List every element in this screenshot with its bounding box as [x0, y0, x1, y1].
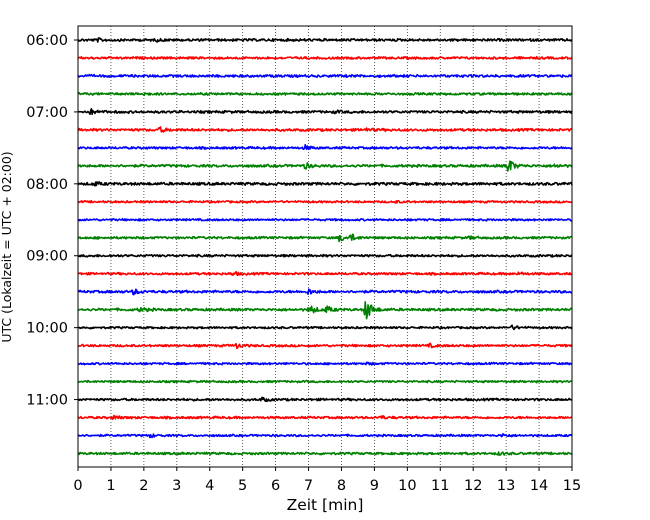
trace-row-19 [77, 379, 573, 384]
y-tick-label-2: 08:00 [26, 177, 68, 193]
x-tick-label-9: 9 [370, 478, 379, 494]
trace-row-5 [77, 126, 573, 133]
y-tick-label-3: 09:00 [26, 249, 68, 265]
trace-row-15 [77, 300, 573, 320]
trace-row-10 [77, 217, 573, 222]
x-tick-label-8: 8 [337, 478, 346, 494]
trace-row-9 [77, 199, 573, 204]
y-tick-label-5: 11:00 [26, 393, 68, 409]
x-tick-label-0: 0 [73, 478, 82, 494]
x-axis-ticks: 0 1 2 3 4 5 6 7 8 9 10 11 12 13 14 15 [73, 467, 581, 494]
x-tick-label-10: 10 [398, 478, 416, 494]
trace-row-8 [77, 181, 573, 187]
trace-row-3 [77, 91, 573, 97]
trace-row-12 [77, 253, 573, 258]
x-tick-label-4: 4 [205, 478, 214, 494]
trace-row-1 [77, 55, 573, 60]
plot-frame [77, 25, 573, 468]
x-tick-label-3: 3 [172, 478, 181, 494]
trace-row-13 [77, 270, 573, 277]
y-axis-ticks: 06:00 07:00 08:00 09:00 10:00 11:00 [26, 33, 78, 409]
trace-row-17 [77, 342, 573, 350]
x-tick-label-5: 5 [238, 478, 247, 494]
trace-row-4 [77, 108, 573, 116]
trace-row-21 [77, 414, 573, 420]
trace-row-14 [77, 288, 573, 296]
trace-row-6 [77, 144, 573, 151]
x-tick-label-1: 1 [106, 478, 115, 494]
x-tick-label-7: 7 [304, 478, 313, 494]
y-tick-label-1: 07:00 [26, 105, 68, 121]
trace-row-20 [77, 396, 573, 403]
x-tick-label-2: 2 [139, 478, 148, 494]
trace-row-18 [77, 361, 573, 366]
trace-row-7 [77, 160, 573, 172]
x-tick-label-14: 14 [530, 478, 548, 494]
x-tick-label-11: 11 [431, 478, 449, 494]
x-axis-title: Zeit [min] [287, 496, 364, 514]
trace-row-22 [77, 433, 573, 439]
y-tick-label-0: 06:00 [26, 33, 68, 49]
x-tick-label-12: 12 [464, 478, 482, 494]
trace-row-0 [77, 37, 573, 43]
x-tick-label-6: 6 [271, 478, 280, 494]
y-tick-label-4: 10:00 [26, 321, 68, 337]
trace-row-2 [77, 73, 573, 79]
seismogram-traces [77, 37, 573, 456]
trace-row-16 [77, 324, 573, 331]
x-tick-label-15: 15 [563, 478, 581, 494]
trace-row-11 [77, 233, 573, 243]
y-axis-title: UTC (Lokalzeit = UTC + 02:00) [0, 151, 14, 342]
x-tick-label-13: 13 [497, 478, 515, 494]
trace-row-23 [77, 451, 573, 456]
vertical-gridlines [110, 26, 540, 467]
